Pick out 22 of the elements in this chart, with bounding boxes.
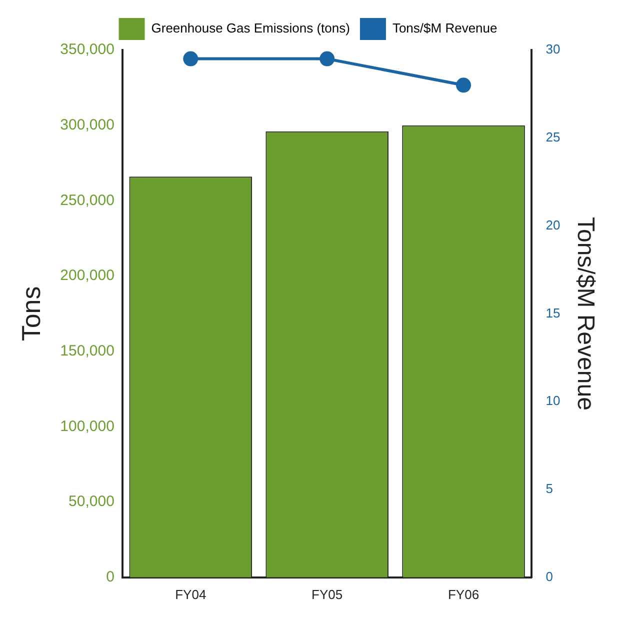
y2-tick-label: 10 xyxy=(546,393,560,408)
y-tick-label: 350,000 xyxy=(60,41,114,58)
y-tick-label: 300,000 xyxy=(60,116,114,134)
y-tick-label: 50,000 xyxy=(68,493,114,510)
y2-tick-label: 25 xyxy=(546,129,560,144)
legend-label: Greenhouse Gas Emissions (tons) xyxy=(151,20,350,36)
y2-tick-label: 5 xyxy=(546,481,553,496)
x-tick-label: FY05 xyxy=(312,586,343,602)
legend-label: Tons/$M Revenue xyxy=(392,20,498,36)
y-axis-title: Tons xyxy=(16,286,46,342)
y2-axis-title: Tons/$M Revenue xyxy=(572,216,599,410)
y2-tick-label: 15 xyxy=(546,305,560,320)
x-tick-label: FY04 xyxy=(175,586,206,602)
x-tick-label: FY06 xyxy=(448,586,480,602)
y-tick-label: 150,000 xyxy=(60,342,114,360)
y-tick-label: 100,000 xyxy=(60,418,114,435)
y-tick-label: 200,000 xyxy=(60,267,114,284)
y2-tick-label: 20 xyxy=(546,217,560,232)
y-tick-label: 250,000 xyxy=(60,192,114,209)
y2-tick-label: 30 xyxy=(546,42,560,57)
y2-tick-label: 0 xyxy=(546,568,553,584)
y-tick-label: 0 xyxy=(106,568,114,586)
